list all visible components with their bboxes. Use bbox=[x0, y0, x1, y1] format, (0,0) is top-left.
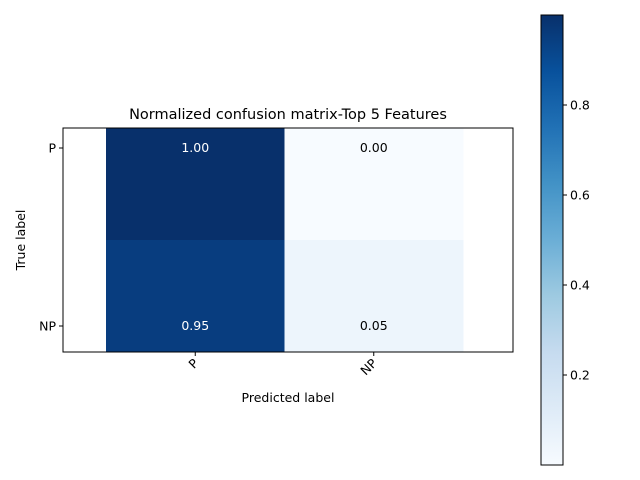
plot-frame bbox=[62, 127, 514, 353]
cell-value-label: 0.00 bbox=[360, 140, 388, 155]
y-tick-label: P bbox=[48, 141, 56, 156]
colorbar-ticks: 0.2 0.4 0.6 0.8 bbox=[563, 98, 590, 383]
matrix-cell bbox=[106, 128, 285, 241]
matrix-cells bbox=[106, 128, 464, 353]
colorbar-tick-label: 0.6 bbox=[570, 188, 590, 203]
matrix-cell bbox=[284, 240, 464, 353]
cell-value-label: 0.05 bbox=[360, 318, 388, 333]
x-axis-label: Predicted label bbox=[242, 390, 335, 405]
colorbar-tick-label: 0.4 bbox=[570, 278, 590, 293]
x-tick-label: P bbox=[185, 355, 201, 371]
matrix-cell bbox=[106, 240, 285, 353]
y-tick-label: NP bbox=[39, 319, 56, 334]
colorbar-tick-label: 0.8 bbox=[570, 98, 590, 113]
y-axis-label: True label bbox=[13, 210, 28, 272]
y-axis-ticks: P NP bbox=[39, 141, 63, 334]
cell-value-label: 0.95 bbox=[181, 318, 209, 333]
x-axis-ticks: P NP bbox=[185, 352, 380, 378]
matrix-cell-labels: 1.00 0.00 0.95 0.05 bbox=[181, 140, 387, 333]
colorbar-tick-label: 0.2 bbox=[570, 368, 590, 383]
colorbar bbox=[540, 14, 564, 466]
x-tick-label: NP bbox=[357, 355, 380, 378]
chart-title: Normalized confusion matrix-Top 5 Featur… bbox=[129, 107, 447, 123]
cell-value-label: 1.00 bbox=[181, 140, 209, 155]
matrix-cell bbox=[284, 128, 464, 241]
